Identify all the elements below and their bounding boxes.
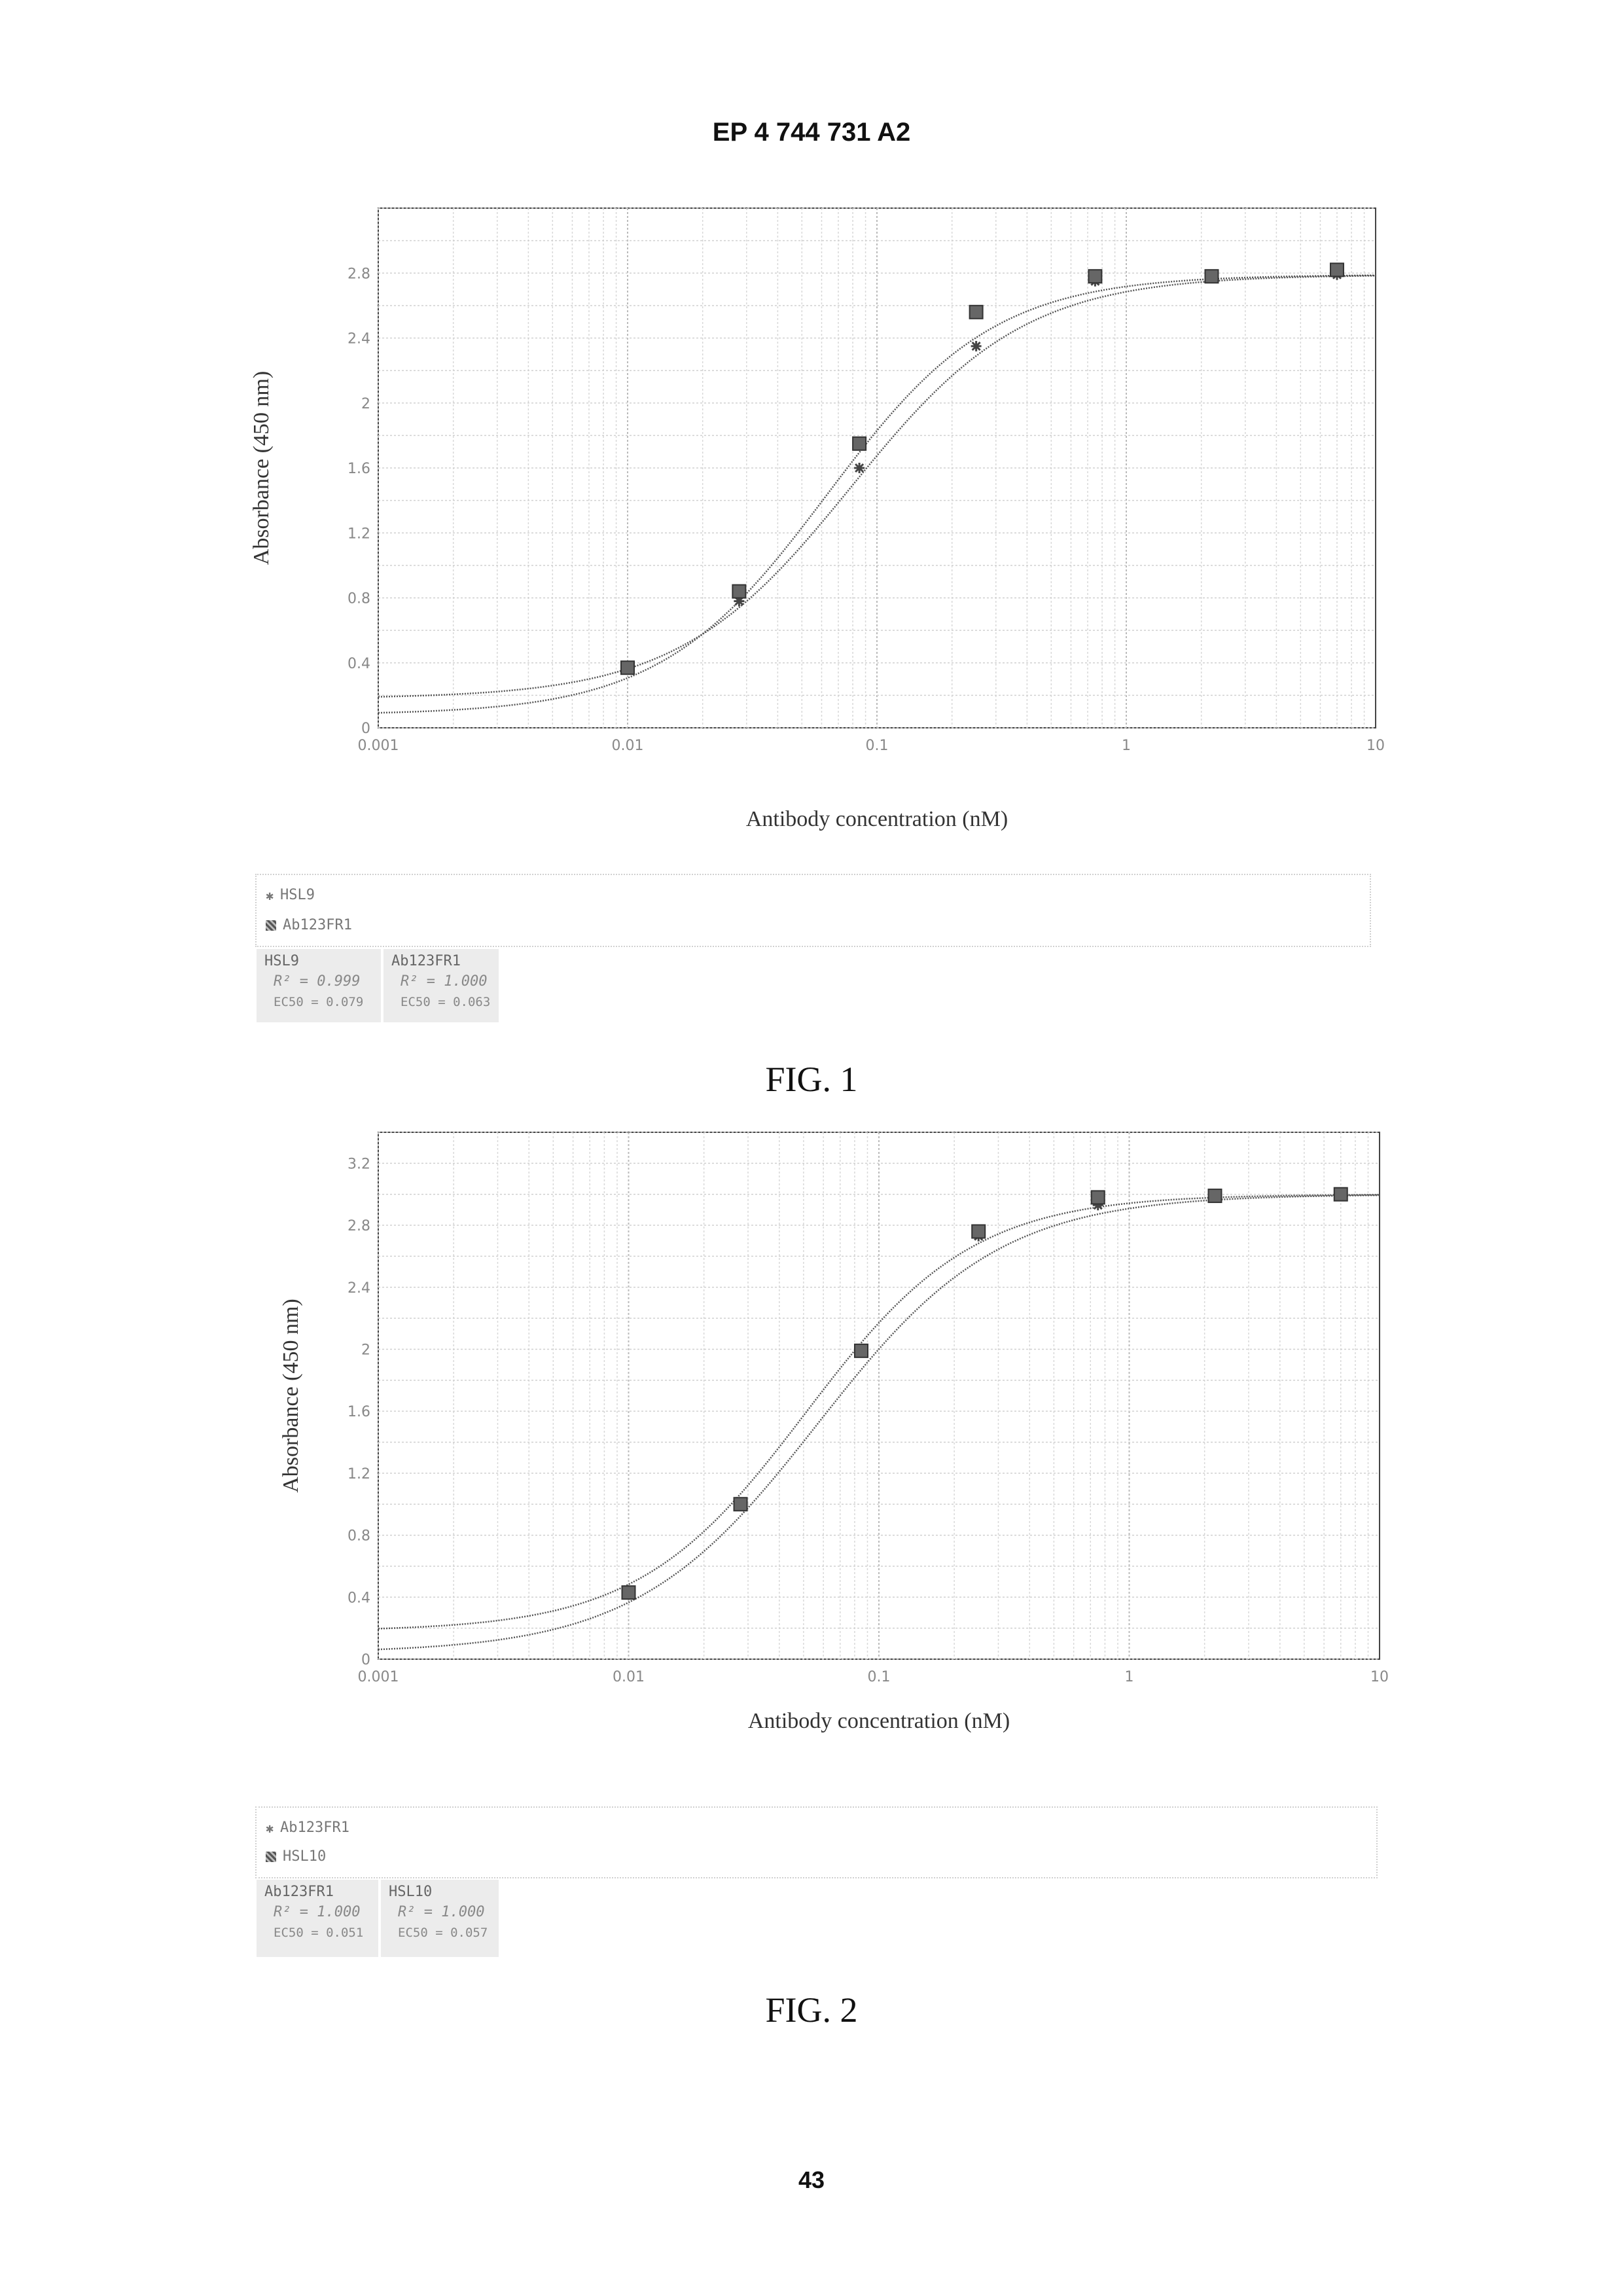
legend-entry-series1: ✱ HSL9 [266, 887, 315, 903]
star-marker-icon: ✱ [266, 887, 274, 903]
x-tick-label: 1 [1122, 738, 1131, 754]
data-point-box [852, 436, 867, 451]
page-header: EP 4 744 731 A2 [712, 118, 911, 147]
stat-ec50: EC50 = 0.057 [398, 1926, 488, 1940]
box-marker-icon [266, 1851, 276, 1862]
x-tick-label: 0.1 [868, 1669, 891, 1685]
x-tick-label: 0.01 [613, 1669, 645, 1685]
x-tick-label: 1 [1125, 1669, 1134, 1685]
y-tick-label: 2.4 [348, 1280, 370, 1297]
fit-curve [378, 1194, 1380, 1651]
figure-caption-1: FIG. 1 [765, 1060, 858, 1099]
x-tick-label: 10 [1370, 1669, 1389, 1685]
data-point-star [854, 463, 865, 473]
data-point-box [1329, 262, 1344, 278]
stat-name: Ab123FR1 [391, 953, 461, 969]
page-number: 43 [798, 2166, 825, 2193]
stat-r2: R² = 0.999 [274, 973, 361, 990]
y-tick-label: 0 [361, 721, 370, 737]
legend-label: Ab123FR1 [280, 1820, 350, 1836]
legend-label: HSL9 [280, 887, 315, 903]
data-point-box [1088, 269, 1103, 284]
x-axis-title: Antibody concentration (nM) [746, 807, 1008, 831]
legend-fig1: ✱ HSL9 Ab123FR1 [255, 874, 1371, 947]
data-point-box [620, 660, 635, 675]
star-marker-icon: ✱ [266, 1820, 274, 1836]
stat-name: HSL9 [264, 953, 299, 969]
stat-box-fig1-series1: HSL9 R² = 0.999 EC50 = 0.079 [257, 949, 381, 1022]
x-tick-label: 0.1 [866, 738, 889, 754]
stat-r2: R² = 1.000 [398, 1904, 485, 1920]
data-point-box [732, 584, 747, 599]
box-marker-icon [266, 920, 276, 931]
y-axis-title: Absorbance (450 nm) [249, 371, 274, 565]
legend-fig2: ✱ Ab123FR1 HSL10 [255, 1806, 1378, 1878]
data-point-box [1204, 269, 1219, 284]
data-point-box [1090, 1190, 1105, 1205]
legend-label: Ab123FR1 [283, 917, 352, 933]
y-tick-label: 0.4 [348, 656, 370, 672]
y-tick-label: 1.6 [348, 461, 370, 477]
stat-box-fig2-series1: Ab123FR1 R² = 1.000 EC50 = 0.051 [257, 1880, 378, 1957]
data-point-star [971, 340, 982, 351]
legend-entry-series2: HSL10 [266, 1848, 326, 1865]
x-tick-label: 0.01 [612, 738, 644, 754]
y-tick-label: 2.8 [348, 266, 370, 282]
y-tick-label: 2.4 [348, 331, 370, 348]
x-tick-label: 0.001 [358, 1669, 399, 1685]
stat-box-fig2-series2: HSL10 R² = 1.000 EC50 = 0.057 [381, 1880, 499, 1957]
data-point-box [1333, 1187, 1348, 1202]
stat-ec50: EC50 = 0.063 [401, 995, 491, 1009]
data-point-box [1207, 1189, 1222, 1204]
y-tick-label: 0.4 [348, 1590, 370, 1606]
y-tick-label: 2 [361, 1342, 370, 1358]
y-tick-label: 1.2 [348, 526, 370, 542]
legend-entry-series1: ✱ Ab123FR1 [266, 1820, 349, 1836]
x-tick-label: 0.001 [358, 738, 399, 754]
data-point-box [733, 1497, 748, 1512]
data-point-box [854, 1343, 869, 1358]
y-tick-label: 0.8 [348, 1528, 370, 1545]
stat-box-fig1-series2: Ab123FR1 R² = 1.000 EC50 = 0.063 [383, 949, 499, 1022]
y-tick-label: 2.8 [348, 1218, 370, 1234]
stat-r2: R² = 1.000 [274, 1904, 361, 1920]
stat-r2: R² = 1.000 [401, 973, 488, 990]
stat-name: HSL10 [389, 1884, 433, 1900]
chart-fig1: 0 0.4 0.8 1.2 1.6 2 2.4 2.8 0.001 0.01 0.1 1 10 Antib… [249, 207, 1385, 831]
data-point-box [971, 1224, 986, 1239]
x-axis-title: Antibody concentration (nM) [748, 1709, 1010, 1733]
y-axis-title: Absorbance (450 nm) [279, 1299, 303, 1492]
chart-fig2: 0 0.4 0.8 1.2 1.6 2 2.4 2.8 3.2 0.001 0.01 0.1 1 10 An… [279, 1132, 1389, 1733]
y-tick-label: 1.2 [348, 1466, 370, 1482]
stat-name: Ab123FR1 [264, 1884, 334, 1900]
y-tick-label: 0 [361, 1652, 370, 1668]
stat-ec50: EC50 = 0.079 [274, 995, 364, 1009]
data-point-box [621, 1585, 636, 1600]
y-tick-label: 0.8 [348, 591, 370, 607]
y-tick-label: 2 [361, 396, 370, 412]
stat-ec50: EC50 = 0.051 [274, 1926, 364, 1940]
x-tick-label: 10 [1366, 738, 1385, 754]
figure-caption-2: FIG. 2 [765, 1990, 858, 2030]
legend-entry-series2: Ab123FR1 [266, 917, 352, 933]
y-tick-label: 3.2 [348, 1156, 370, 1172]
y-tick-label: 1.6 [348, 1404, 370, 1420]
legend-label: HSL10 [283, 1848, 327, 1865]
data-point-box [969, 304, 984, 319]
